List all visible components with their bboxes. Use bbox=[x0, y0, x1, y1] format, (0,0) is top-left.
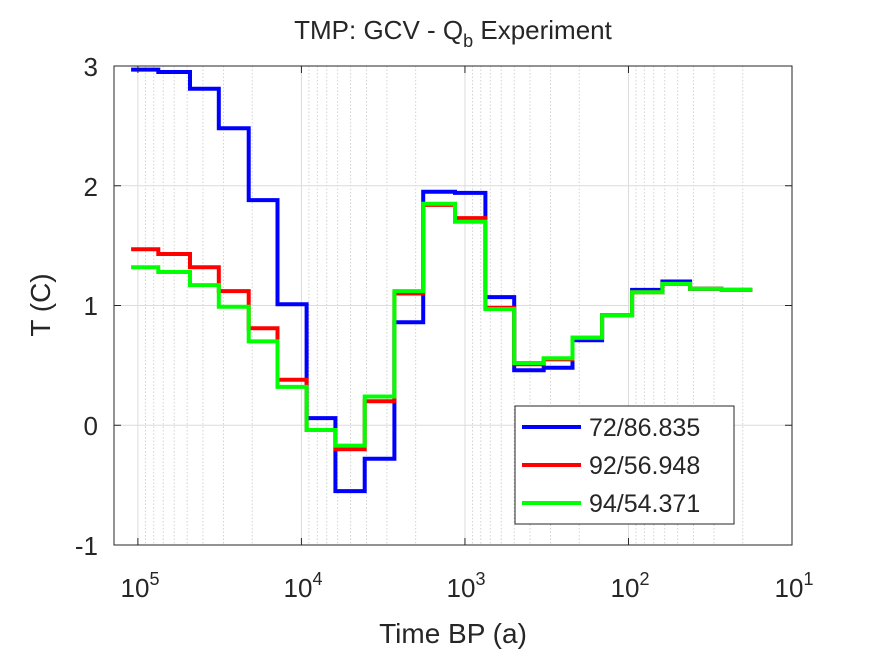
y-axis-label: T (C) bbox=[25, 273, 56, 336]
x-tick-labels: 105 104 103 102 101 bbox=[121, 569, 814, 603]
y-tick-label: -1 bbox=[75, 531, 98, 561]
x-tick-label: 105 bbox=[121, 569, 160, 603]
series-line-2 bbox=[131, 201, 753, 448]
chart-title-subscript: b bbox=[463, 31, 473, 51]
chart-title-tail: Experiment bbox=[473, 15, 612, 45]
chart-title-main: TMP: GCV - Q bbox=[294, 15, 463, 45]
legend-label-2: 94/54.371 bbox=[589, 490, 700, 518]
y-tick-label: 0 bbox=[84, 411, 98, 441]
axis-ticks bbox=[114, 65, 793, 546]
legend-label-1: 92/56.948 bbox=[589, 452, 700, 480]
legend: 72/86.835 92/56.948 94/54.371 bbox=[514, 405, 735, 525]
x-tick-label: 103 bbox=[447, 569, 486, 603]
x-tick-exponent: 3 bbox=[475, 569, 485, 589]
series-line-0 bbox=[131, 67, 753, 494]
x-tick-base: 10 bbox=[611, 573, 640, 603]
x-tick-exponent: 2 bbox=[639, 569, 649, 589]
x-tick-base: 10 bbox=[284, 573, 313, 603]
x-tick-base: 10 bbox=[447, 573, 476, 603]
legend-label-0: 72/86.835 bbox=[589, 414, 700, 442]
x-tick-base: 10 bbox=[121, 573, 150, 603]
x-tick-exponent: 4 bbox=[312, 569, 322, 589]
chart-title: TMP: GCV - Qb Experiment bbox=[294, 15, 613, 51]
y-tick-label: 3 bbox=[84, 52, 98, 82]
x-tick-label: 104 bbox=[284, 569, 323, 603]
x-axis-label: Time BP (a) bbox=[379, 618, 527, 649]
x-tick-base: 10 bbox=[775, 573, 804, 603]
y-tick-label: 2 bbox=[84, 172, 98, 202]
x-tick-label: 101 bbox=[775, 569, 814, 603]
y-tick-label: 1 bbox=[84, 291, 98, 321]
y-tick-labels: 3 2 1 0 -1 bbox=[75, 52, 98, 561]
x-tick-exponent: 1 bbox=[803, 569, 813, 589]
x-tick-exponent: 5 bbox=[149, 569, 159, 589]
series-layer bbox=[131, 67, 753, 494]
x-tick-label: 102 bbox=[611, 569, 650, 603]
